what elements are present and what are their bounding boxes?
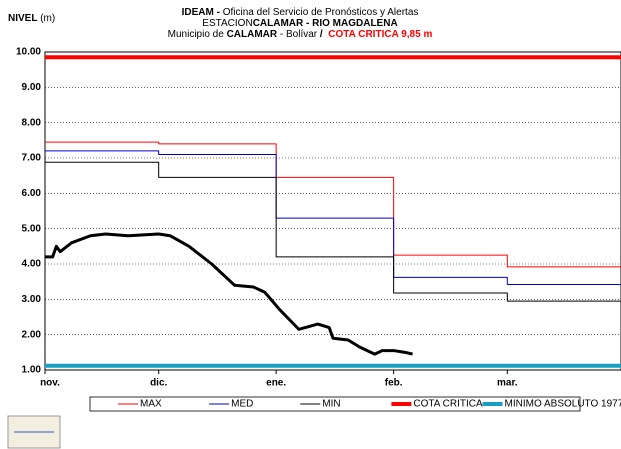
legend-label: MIN — [322, 399, 340, 410]
legend-label: MINIMO ABSOLUTO 1977 — [505, 399, 621, 410]
x-tick-label: feb. — [385, 378, 403, 389]
y-tick-label: 9.00 — [22, 82, 42, 93]
x-tick-label: dic. — [150, 378, 167, 389]
chart-title-line: IDEAM - Oficina del Servicio de Pronósti… — [182, 7, 419, 18]
title-part: Municipio de — [168, 29, 227, 40]
title-part: CALAMAR - RIO MAGDALENA — [253, 18, 398, 29]
y-tick-label: 3.00 — [22, 294, 42, 305]
series-line — [45, 161, 621, 302]
y-tick-label: 8.00 — [22, 117, 42, 128]
legend — [89, 396, 581, 412]
title-part: / — [320, 29, 326, 40]
series-line — [45, 232, 413, 356]
title-part: - Bolívar — [277, 29, 320, 40]
legend-label: MED — [231, 399, 253, 410]
y-tick-label: 6.00 — [22, 188, 42, 199]
title-part: (m) — [37, 13, 55, 24]
title-part: IDEAM - — [182, 7, 220, 18]
x-tick-label: ene. — [266, 378, 286, 389]
title-part: ESTACION — [202, 18, 252, 29]
y-tick-label: 4.00 — [22, 259, 42, 270]
y-tick-label: 5.00 — [22, 223, 42, 234]
x-tick-label: nov. — [40, 378, 60, 389]
legend-label: MAX — [140, 399, 162, 410]
title-part: NIVEL — [8, 13, 37, 24]
title-part: Oficina del Servicio de Pronósticos y Al… — [220, 7, 418, 18]
legend-label: COTA CRITICA — [413, 399, 483, 410]
x-tick-label: mar. — [497, 378, 518, 389]
y-axis-label: NIVEL (m) — [8, 13, 55, 24]
title-part: CALAMAR — [227, 29, 278, 40]
y-tick-label: 2.00 — [22, 329, 42, 340]
y-tick-label: 10.00 — [16, 47, 41, 58]
series-line — [45, 141, 621, 268]
series-line — [45, 150, 621, 285]
chart-title-line: Municipio de CALAMAR - Bolívar / COTA CR… — [168, 29, 433, 40]
y-tick-label: 7.00 — [22, 153, 42, 164]
y-tick-label: 1.00 — [22, 365, 42, 376]
title-part: COTA CRITICA 9,85 m — [325, 29, 432, 40]
chart-title-line: ESTACIONCALAMAR - RIO MAGDALENA — [202, 18, 397, 29]
